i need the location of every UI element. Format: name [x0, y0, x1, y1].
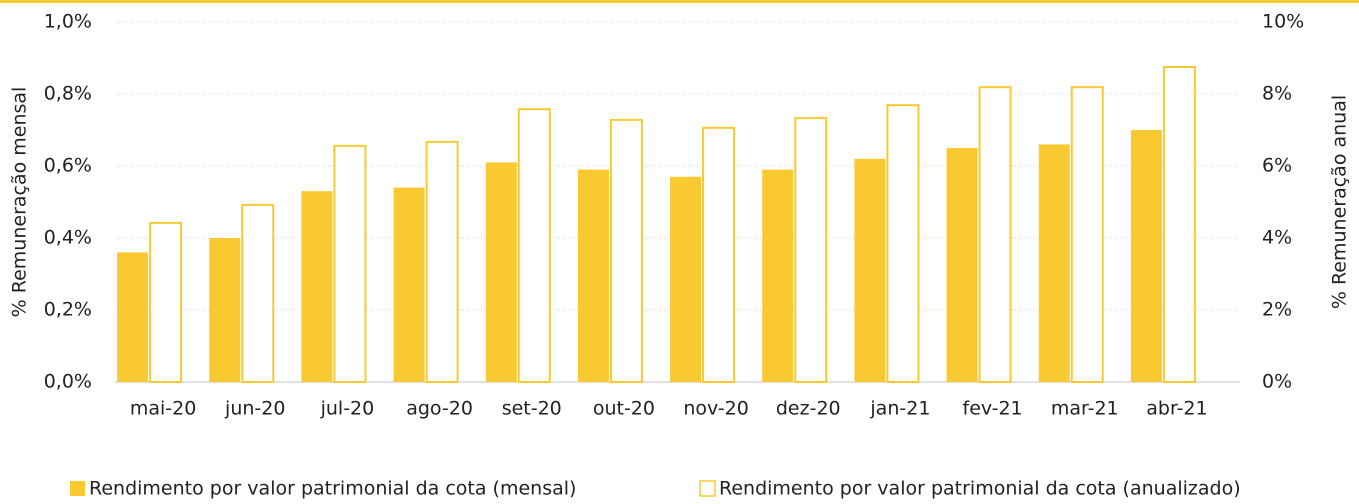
y2-tick-label: 4% [1262, 227, 1292, 249]
bar [301, 191, 333, 382]
y-tick-label: 0,8% [44, 83, 92, 105]
x-tick-label: nov-20 [683, 398, 748, 420]
x-tick-label: jun-20 [224, 398, 285, 420]
bar [946, 148, 978, 382]
bar [117, 252, 149, 382]
y2-tick-label: 8% [1262, 83, 1292, 105]
x-tick-label: mai-20 [130, 398, 196, 420]
y-tick-label: 0,2% [44, 299, 92, 321]
y-tick-label: 0,4% [44, 227, 92, 249]
x-tick-label: ago-20 [406, 398, 473, 420]
bar [333, 144, 367, 383]
bar [1070, 86, 1104, 383]
bar [886, 104, 920, 383]
legend-label: Rendimento por valor patrimonial da cota… [719, 478, 1241, 500]
y-tick-label: 0,6% [44, 155, 92, 177]
legend-swatch [699, 480, 716, 497]
bar [485, 162, 517, 382]
bar [1130, 130, 1162, 382]
x-tick-label: out-20 [593, 398, 655, 420]
x-tick-label: set-20 [502, 398, 562, 420]
x-tick-label: jan-21 [869, 398, 930, 420]
bar [794, 117, 828, 384]
y2-tick-label: 2% [1262, 299, 1292, 321]
legend-label: Rendimento por valor patrimonial da cota… [89, 478, 576, 500]
bar [577, 169, 609, 382]
legend-swatch [70, 481, 85, 496]
bar [1038, 144, 1070, 382]
bar [978, 86, 1012, 383]
y2-tick-label: 10% [1262, 11, 1304, 33]
y2-tick-label: 0% [1262, 371, 1292, 393]
bar [670, 176, 702, 382]
x-tick-label: abr-21 [1146, 398, 1207, 420]
top-rule [0, 0, 1359, 3]
y2-axis-title: % Remuneração anual [1329, 95, 1351, 309]
bar [609, 118, 643, 383]
bar [762, 169, 794, 382]
bar [209, 238, 241, 382]
bar [241, 203, 275, 383]
y-tick-label: 0,0% [44, 371, 92, 393]
y2-tick-label: 6% [1262, 155, 1292, 177]
y-tick-label: 1,0% [44, 11, 92, 33]
x-tick-label: jul-20 [320, 398, 375, 420]
x-tick-label: mar-21 [1051, 398, 1119, 420]
bar [393, 187, 425, 382]
y-axis-title: % Remuneração mensal [9, 87, 31, 318]
bar [149, 221, 183, 383]
bar [702, 126, 736, 383]
bar [854, 158, 886, 382]
bar [1162, 66, 1196, 383]
bar [517, 108, 551, 384]
bar [425, 140, 459, 383]
x-tick-label: dez-20 [776, 398, 841, 420]
x-tick-label: fev-21 [963, 398, 1023, 420]
